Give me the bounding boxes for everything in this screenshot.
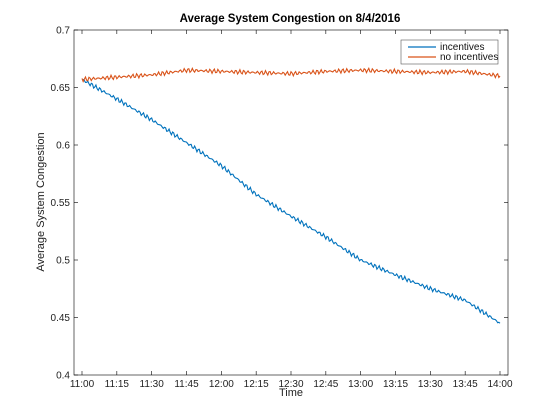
x-axis: 11:00 11:15 11:30 11:45 12:00 12:15 12:30 12:45… (70, 30, 513, 390)
y-tick-label: 0.6 (56, 141, 70, 152)
series-line-incentives (81, 78, 501, 324)
series-line-no-incentives (81, 67, 501, 83)
x-axis-label: Time (279, 387, 303, 399)
x-tick-label: 12:15 (244, 379, 269, 390)
legend-box (400, 39, 499, 65)
x-tick-label: 12:00 (209, 379, 234, 390)
x-tick-label: 13:00 (348, 379, 373, 390)
x-tick-label: 11:45 (174, 379, 199, 390)
x-tick-label: 13:30 (418, 379, 443, 390)
y-tick-label: 0.65 (51, 83, 71, 94)
x-tick-label: 11:00 (70, 379, 95, 390)
x-tick-label: 12:45 (313, 379, 338, 390)
plot-area (73, 29, 509, 376)
series-layer (81, 67, 501, 324)
x-tick-label: 14:00 (487, 379, 512, 390)
y-tick-label: 0.4 (56, 371, 70, 382)
y-axis-label: Average System Congestion (35, 132, 47, 271)
x-tick-label: 11:30 (140, 379, 165, 390)
x-tick-label: 12:30 (278, 379, 303, 390)
y-axis: 0.4 0.45 0.5 0.55 0.6 0.65 0.7 (51, 26, 508, 382)
chart-title: Average System Congestion on 8/4/2016 (180, 13, 401, 25)
legend-label-incentives: incentives (440, 42, 484, 53)
x-tick-label: 13:45 (453, 379, 478, 390)
legend-label-no-incentives: no incentives (440, 52, 498, 63)
x-tick-label: 11:15 (105, 379, 130, 390)
legend: incentives no incentives (400, 39, 499, 65)
y-tick-label: 0.55 (51, 198, 71, 209)
y-tick-label: 0.45 (51, 313, 71, 324)
x-tick-label: 13:15 (383, 379, 408, 390)
y-tick-label: 0.7 (56, 26, 70, 37)
y-tick-label: 0.5 (56, 256, 70, 267)
